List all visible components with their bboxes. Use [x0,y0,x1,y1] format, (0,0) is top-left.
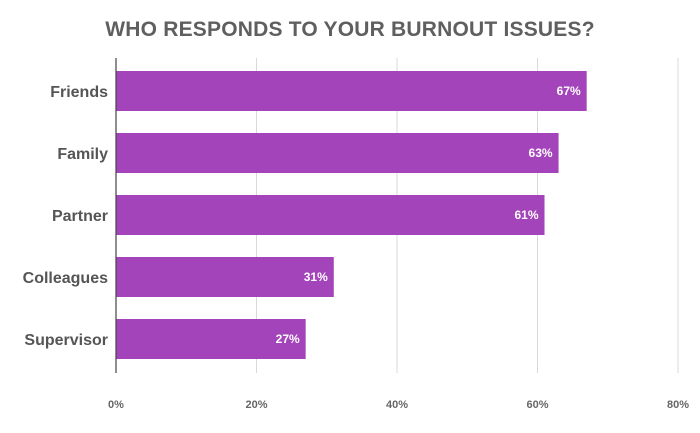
chart-title: WHO RESPONDS TO YOUR BURNOUT ISSUES? [105,18,595,41]
category-label: Supervisor [24,332,108,349]
data-label: 27% [276,332,300,346]
data-label: 31% [304,270,328,284]
category-label: Partner [52,208,108,225]
bar-supervisor [116,319,306,359]
data-label: 63% [529,146,553,160]
bar-family [116,133,559,173]
data-label: 67% [557,84,581,98]
bar-partner [116,195,545,235]
bar-friends [116,71,587,111]
x-tick-label: 60% [526,399,548,411]
category-label: Colleagues [23,270,108,287]
category-label: Friends [50,84,108,101]
bar-colleagues [116,257,334,297]
category-label: Family [57,146,108,163]
x-tick-label: 80% [667,399,689,411]
data-label: 61% [514,208,538,222]
x-tick-label: 20% [245,399,267,411]
x-tick-label: 0% [108,399,124,411]
x-tick-label: 40% [386,399,408,411]
